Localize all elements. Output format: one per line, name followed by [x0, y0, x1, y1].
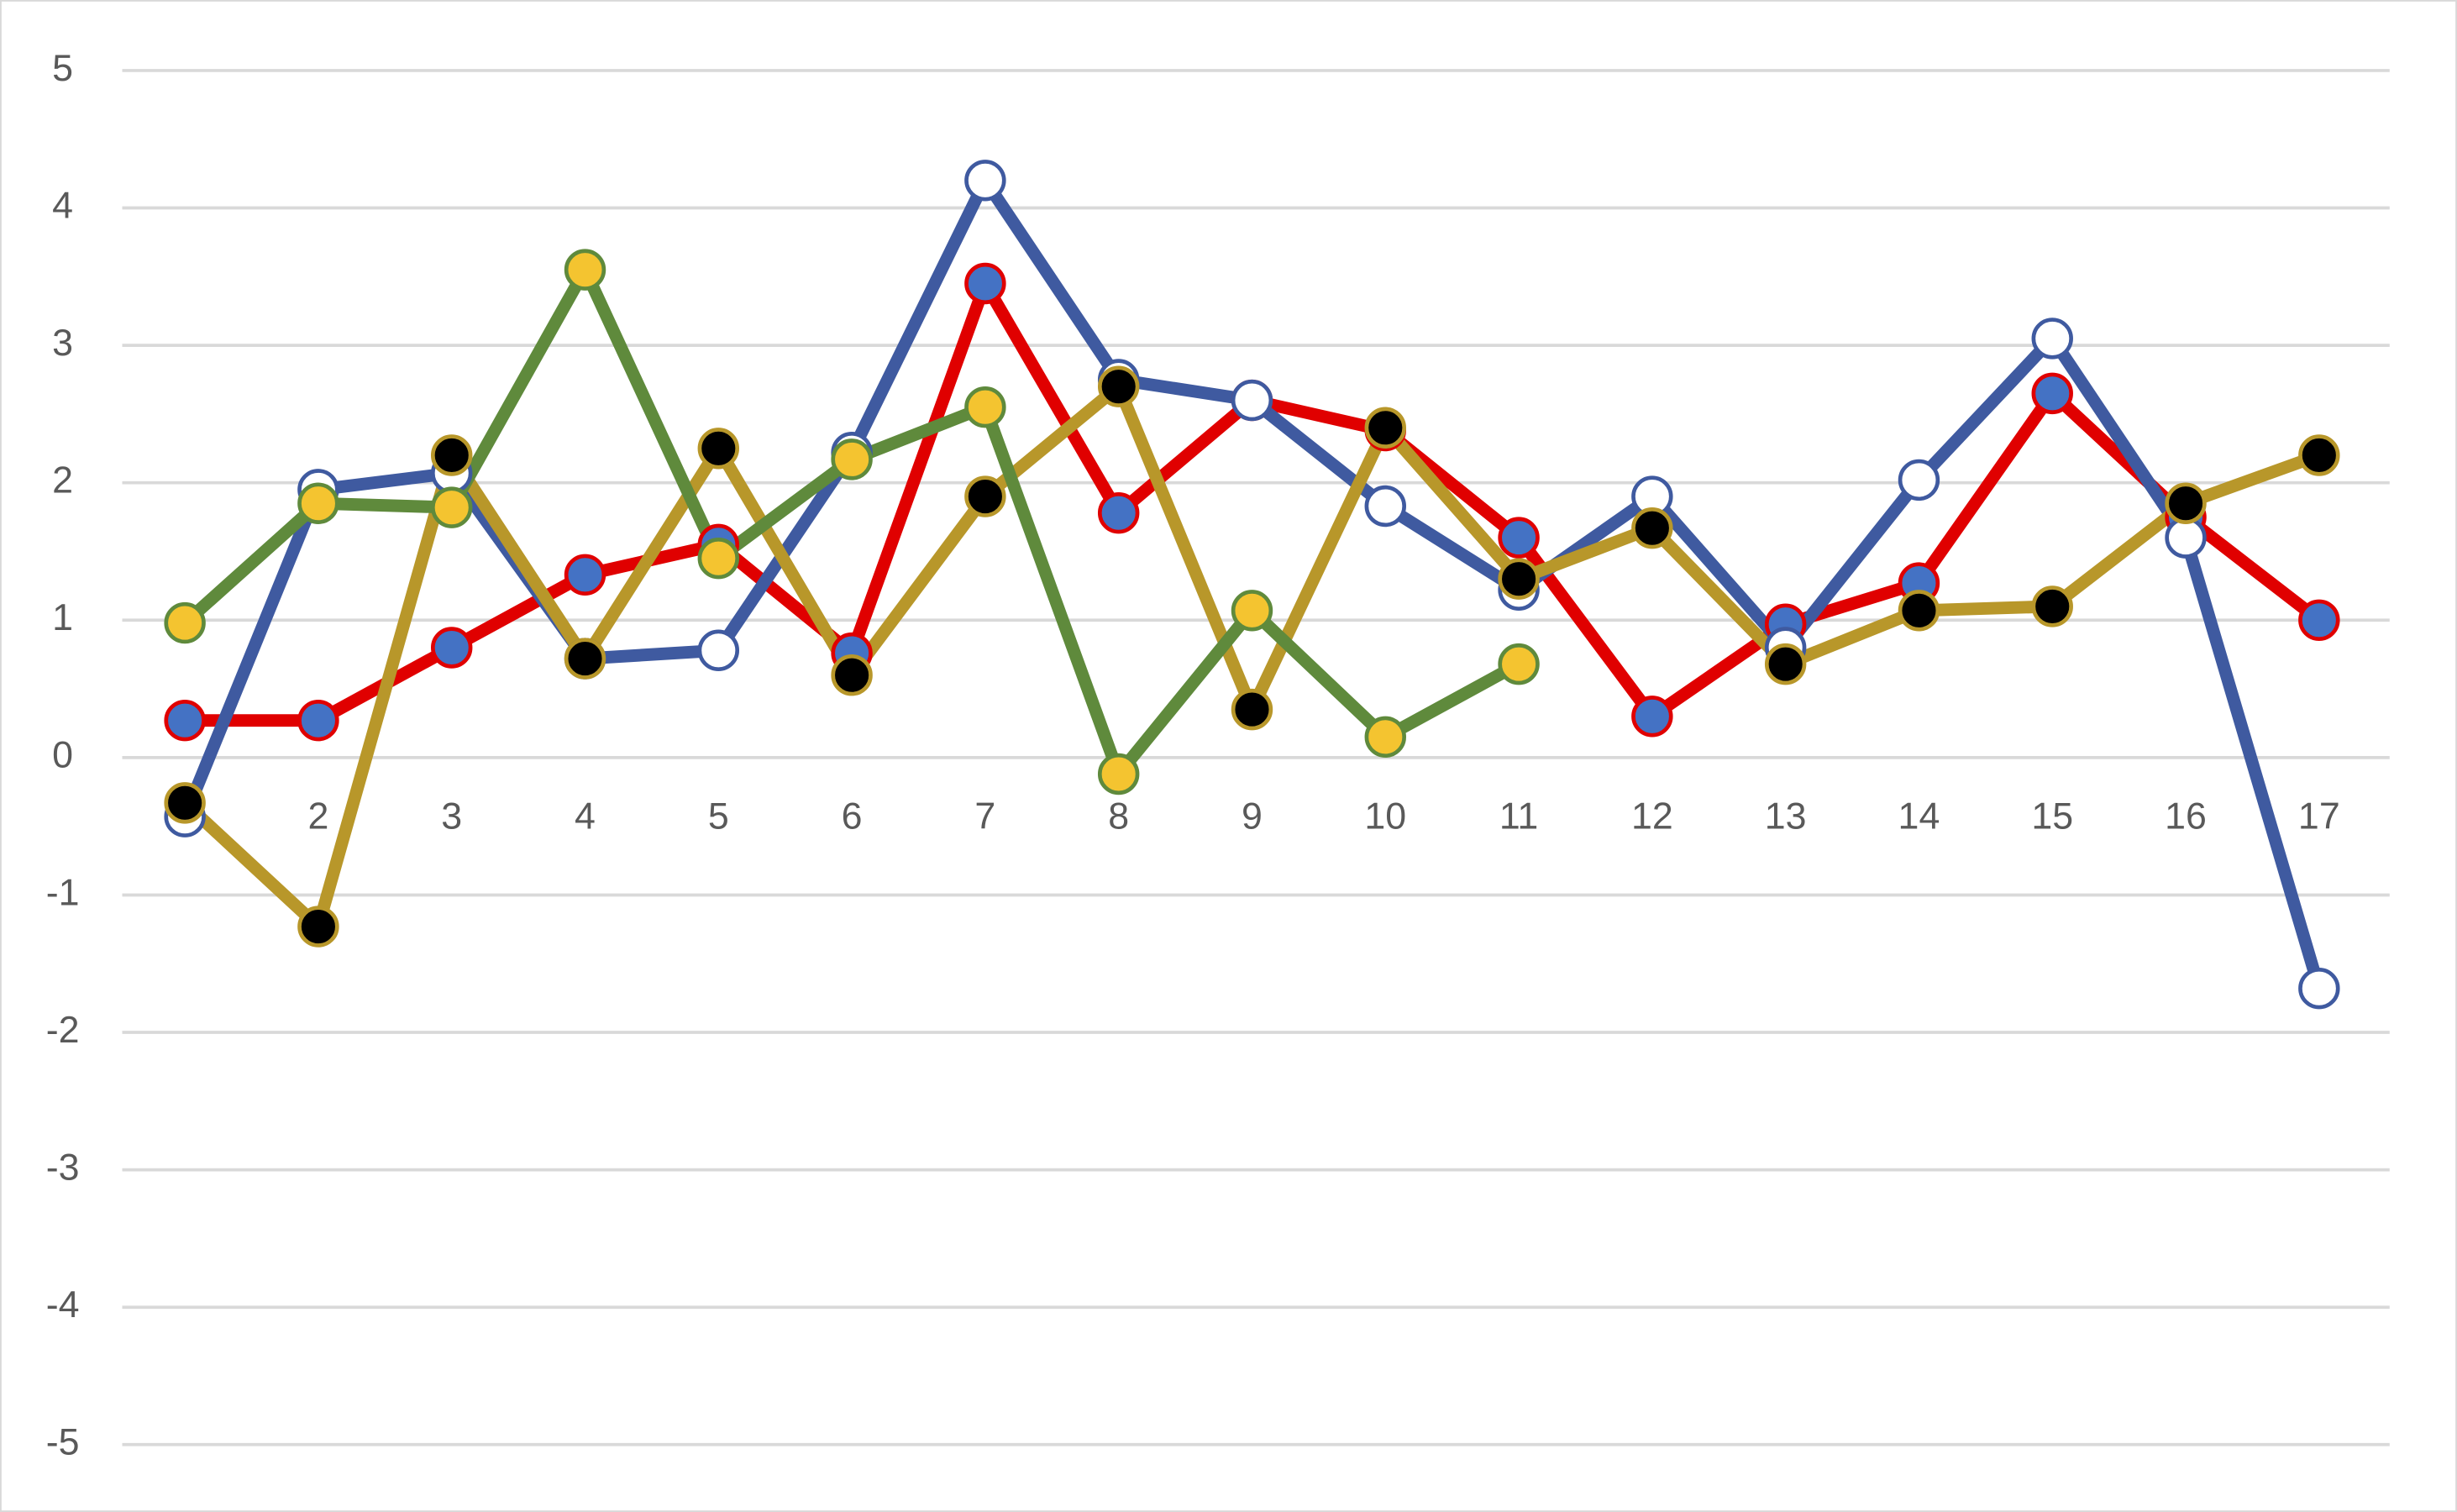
- y-tick-label: -5: [46, 1421, 80, 1463]
- x-tick-label: 8: [1108, 795, 1129, 837]
- y-tick-label: -3: [46, 1146, 80, 1188]
- y-tick-label: -1: [46, 871, 80, 913]
- data-point: [564, 554, 606, 596]
- x-tick-label: 10: [1364, 795, 1406, 837]
- y-tick-label: 2: [52, 459, 73, 501]
- data-point: [164, 782, 206, 824]
- y-tick-label: 1: [52, 596, 73, 638]
- data-point: [1097, 365, 1140, 407]
- x-tick-label: 3: [441, 795, 462, 837]
- data-point: [697, 428, 740, 470]
- x-tick-label: 15: [2031, 795, 2073, 837]
- y-tick-label: 5: [52, 47, 73, 89]
- data-point: [430, 627, 473, 669]
- x-tick-label: 11: [1499, 795, 1538, 837]
- data-point: [1364, 716, 1406, 759]
- data-point: [564, 249, 606, 291]
- x-tick-label: 2: [307, 795, 328, 837]
- data-point: [1498, 643, 1540, 685]
- data-point: [297, 699, 339, 742]
- data-point: [2031, 372, 2073, 415]
- data-point: [164, 699, 206, 742]
- data-point: [164, 601, 206, 644]
- y-tick-label: 4: [52, 184, 73, 226]
- data-point: [2031, 585, 2073, 627]
- x-tick-label: 16: [2165, 795, 2207, 837]
- x-tick-label: 5: [708, 795, 729, 837]
- data-point: [1898, 590, 1940, 632]
- x-tick-label: 9: [1242, 795, 1263, 837]
- x-tick-label: 6: [842, 795, 863, 837]
- data-point: [1097, 491, 1140, 534]
- data-point: [1231, 688, 1273, 731]
- data-point: [964, 160, 1006, 202]
- y-tick-label: -4: [46, 1284, 80, 1326]
- data-point: [831, 438, 873, 480]
- data-point: [2298, 599, 2340, 641]
- data-point: [697, 629, 740, 671]
- x-tick-label: 13: [1765, 795, 1807, 837]
- data-point: [1097, 753, 1140, 795]
- data-point: [1631, 507, 1673, 549]
- y-tick-label: 3: [52, 322, 73, 364]
- x-tick-label: 12: [1631, 795, 1673, 837]
- data-point: [1498, 558, 1540, 600]
- x-tick-label: 7: [974, 795, 995, 837]
- data-point: [964, 262, 1006, 305]
- data-point: [964, 475, 1006, 517]
- data-point: [1364, 407, 1406, 449]
- data-point: [297, 482, 339, 524]
- data-point: [430, 486, 473, 528]
- x-tick-label: 4: [575, 795, 596, 837]
- data-point: [1498, 517, 1540, 559]
- data-point: [697, 537, 740, 580]
- data-point: [1364, 485, 1406, 528]
- data-point: [1764, 643, 1807, 685]
- data-point: [1231, 379, 1273, 422]
- data-point: [2298, 434, 2340, 476]
- data-point: [1231, 590, 1273, 632]
- data-point: [430, 434, 473, 476]
- data-point: [2031, 318, 2073, 360]
- x-tick-label: 14: [1898, 795, 1940, 837]
- y-tick-label: 0: [52, 734, 73, 776]
- data-point: [1898, 459, 1940, 501]
- data-point: [964, 386, 1006, 428]
- data-point: [1631, 696, 1673, 738]
- data-point: [2165, 517, 2207, 559]
- y-tick-label: -2: [46, 1009, 80, 1051]
- data-point: [2298, 967, 2340, 1010]
- data-point: [297, 906, 339, 948]
- data-point: [564, 638, 606, 680]
- data-point: [2165, 482, 2207, 524]
- x-tick-label: 17: [2298, 795, 2340, 837]
- data-point: [831, 654, 873, 696]
